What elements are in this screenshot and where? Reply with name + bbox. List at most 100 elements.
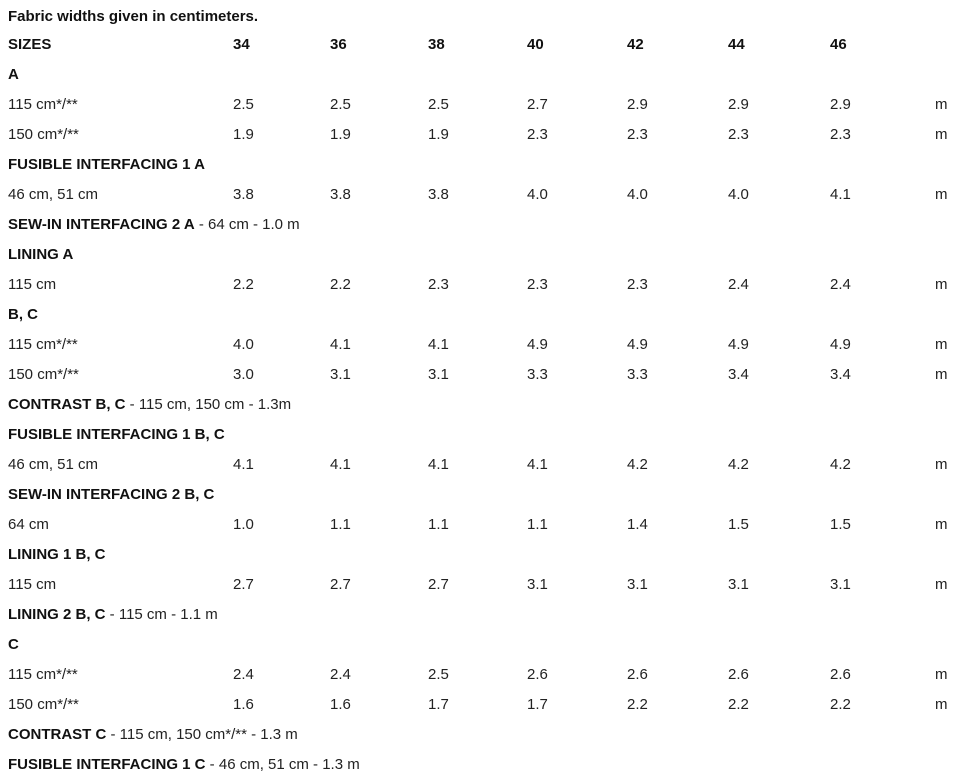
fabric-width-label: 115 cm*/**	[8, 660, 78, 690]
fabric-table-body: A 115 cm*/** 2.5 2.5 2.5 2.7 2.9 2.9 2.9 m 150 cm*…	[8, 60, 958, 780]
yardage-value: 2.6	[627, 666, 648, 683]
yardage-value: 4.9	[728, 336, 749, 353]
yardage-value: 2.2	[728, 696, 749, 713]
row-label-text: LINING 1 B, C	[8, 546, 106, 563]
section-heading: FUSIBLE INTERFACING 1 C - 46 cm, 51 cm -…	[8, 750, 360, 780]
yardage-value: 2.3	[627, 126, 648, 143]
row-label-text: A	[8, 66, 19, 83]
fabric-data-row: 115 cm*/** 4.0 4.1 4.1 4.9 4.9 4.9 4.9 m	[8, 330, 958, 360]
yardage-value: 1.6	[330, 696, 351, 713]
yardage-value: 3.0	[233, 366, 254, 383]
yardage-value: 4.9	[527, 336, 548, 353]
row-label-text: 46 cm, 51 cm	[8, 456, 99, 473]
row-label-text: LINING 2 B, C	[8, 606, 106, 623]
section-heading: LINING A	[8, 240, 73, 270]
size-column-header: 36	[330, 36, 347, 53]
fabric-data-row: 115 cm*/** 2.4 2.4 2.5 2.6 2.6 2.6 2.6 m	[8, 660, 958, 690]
yardage-value: 2.7	[527, 96, 548, 113]
unit-label: m	[935, 456, 948, 473]
fabric-width-label: 115 cm*/**	[8, 90, 78, 120]
yardage-value: 1.1	[330, 516, 351, 533]
row-label-text: CONTRAST B, C	[8, 396, 126, 413]
yardage-value: 4.2	[830, 456, 851, 473]
unit-label: m	[935, 576, 948, 593]
row-label-text: SEW-IN INTERFACING 2 B, C	[8, 486, 215, 503]
row-label-text: C	[8, 636, 19, 653]
section-heading-row: C	[8, 630, 958, 660]
row-label-text: 150 cm*/**	[8, 126, 79, 143]
yardage-value: 2.7	[233, 576, 254, 593]
unit-label: m	[935, 696, 948, 713]
yardage-value: 1.7	[428, 696, 449, 713]
unit-label: m	[935, 96, 948, 113]
yardage-value: 1.9	[428, 126, 449, 143]
yardage-value: 2.5	[428, 666, 449, 683]
section-heading: CONTRAST B, C - 115 cm, 150 cm - 1.3m	[8, 390, 291, 420]
yardage-value: 2.6	[728, 666, 749, 683]
yardage-value: 2.9	[627, 96, 648, 113]
section-heading: C	[8, 630, 19, 660]
row-label-text: 64 cm	[8, 516, 49, 533]
yardage-value: 4.2	[627, 456, 648, 473]
row-label-text: FUSIBLE INTERFACING 1 C	[8, 756, 206, 773]
yardage-value: 4.1	[428, 456, 449, 473]
fabric-data-row: 150 cm*/** 3.0 3.1 3.1 3.3 3.3 3.4 3.4 m	[8, 360, 958, 390]
yardage-value: 3.1	[830, 576, 851, 593]
fabric-data-row: 115 cm 2.2 2.2 2.3 2.3 2.3 2.4 2.4 m	[8, 270, 958, 300]
yardage-value: 2.4	[233, 666, 254, 683]
section-detail-text: - 115 cm - 1.1 m	[105, 606, 218, 623]
yardage-value: 2.3	[830, 126, 851, 143]
section-heading: LINING 2 B, C - 115 cm - 1.1 m	[8, 600, 218, 630]
row-label-text: 46 cm, 51 cm	[8, 186, 99, 203]
section-heading-row: LINING A	[8, 240, 958, 270]
unit-label: m	[935, 366, 948, 383]
row-label-text: 115 cm*/**	[8, 336, 78, 353]
yardage-value: 1.5	[830, 516, 851, 533]
yardage-value: 4.1	[527, 456, 548, 473]
yardage-value: 2.3	[627, 276, 648, 293]
yardage-value: 3.1	[428, 366, 449, 383]
yardage-value: 3.8	[330, 186, 351, 203]
section-detail-text: - 46 cm, 51 cm - 1.3 m	[205, 756, 360, 773]
yardage-value: 3.3	[527, 366, 548, 383]
fabric-width-label: 115 cm	[8, 270, 56, 300]
yardage-value: 2.6	[527, 666, 548, 683]
fabric-width-label: 150 cm*/**	[8, 360, 79, 390]
sizes-header-row: SIZES 34 36 38 40 42 44 46	[8, 30, 958, 60]
unit-label: m	[935, 186, 948, 203]
yardage-value: 2.4	[728, 276, 749, 293]
section-detail-text: - 64 cm - 1.0 m	[194, 216, 300, 233]
row-label-text: B, C	[8, 306, 38, 323]
fabric-width-note: Fabric widths given in centimeters.	[8, 8, 259, 25]
section-heading: LINING 1 B, C	[8, 540, 106, 570]
yardage-value: 2.6	[830, 666, 851, 683]
fabric-width-label: 64 cm	[8, 510, 49, 540]
yardage-value: 1.4	[627, 516, 648, 533]
fabric-data-row: 46 cm, 51 cm 3.8 3.8 3.8 4.0 4.0 4.0 4.1 m	[8, 180, 958, 210]
yardage-value: 4.1	[830, 186, 851, 203]
unit-label: m	[935, 666, 948, 683]
section-heading: SEW-IN INTERFACING 2 B, C	[8, 480, 214, 510]
yardage-value: 3.4	[728, 366, 749, 383]
fabric-width-label: 150 cm*/**	[8, 120, 79, 150]
yardage-value: 1.7	[527, 696, 548, 713]
yardage-value: 1.6	[233, 696, 254, 713]
row-label-text: 150 cm*/**	[8, 366, 79, 383]
section-heading-row: FUSIBLE INTERFACING 1 B, C	[8, 420, 958, 450]
yardage-value: 2.2	[627, 696, 648, 713]
section-heading: SEW-IN INTERFACING 2 A - 64 cm - 1.0 m	[8, 210, 300, 240]
fabric-data-row: 150 cm*/** 1.6 1.6 1.7 1.7 2.2 2.2 2.2 m	[8, 690, 958, 720]
yardage-value: 3.1	[330, 366, 351, 383]
yardage-value: 2.7	[428, 576, 449, 593]
unit-label: m	[935, 336, 948, 353]
section-heading: CONTRAST C - 115 cm, 150 cm*/** - 1.3 m	[8, 720, 298, 750]
unit-label: m	[935, 276, 948, 293]
size-column-header: 46	[830, 36, 847, 53]
fabric-requirements-document: Fabric widths given in centimeters. SIZE…	[8, 0, 958, 780]
yardage-value: 4.2	[728, 456, 749, 473]
row-label-text: 115 cm	[8, 276, 57, 293]
yardage-value: 4.0	[627, 186, 648, 203]
section-detail-text: - 115 cm, 150 cm*/** - 1.3 m	[106, 726, 298, 743]
fabric-data-row: 150 cm*/** 1.9 1.9 1.9 2.3 2.3 2.3 2.3 m	[8, 120, 958, 150]
size-column-header: 42	[627, 36, 644, 53]
